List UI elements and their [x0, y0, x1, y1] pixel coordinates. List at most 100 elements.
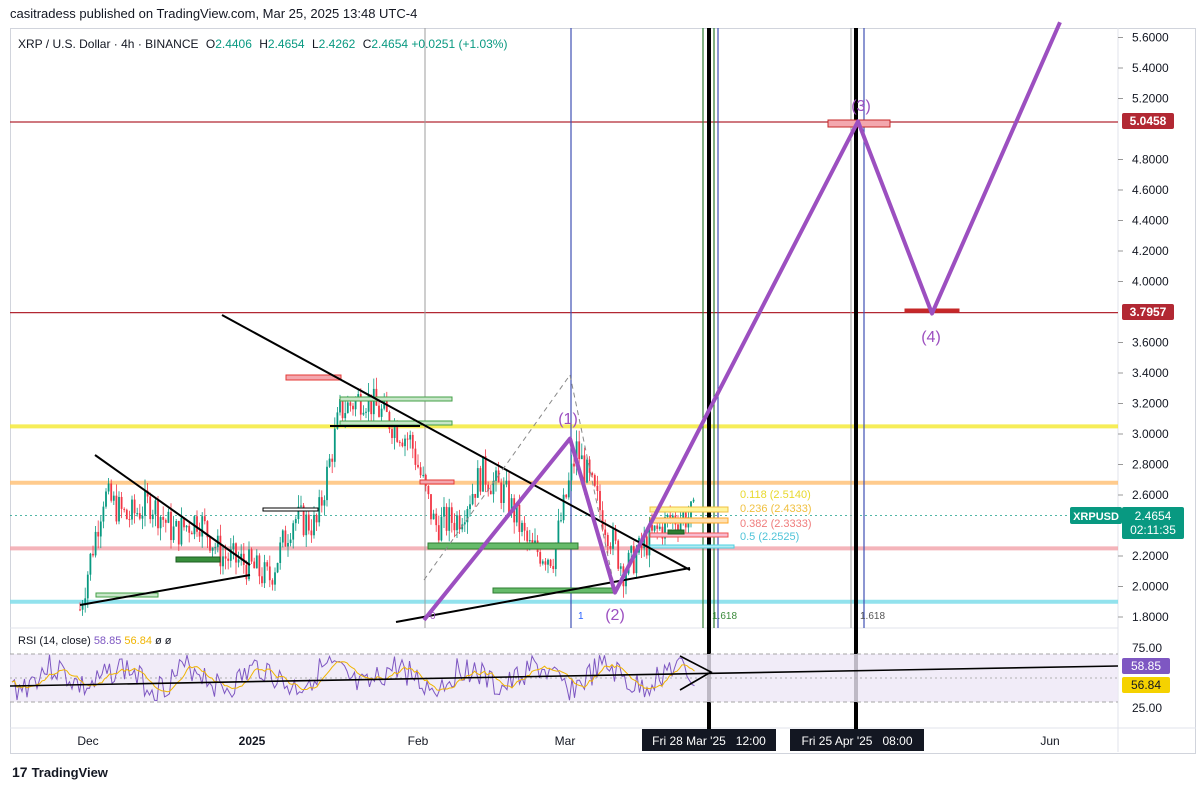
candle-body [448, 507, 451, 531]
candle-body [203, 516, 206, 522]
candle-body [531, 540, 534, 544]
time-marker-2-bg [790, 729, 924, 751]
candle-body [120, 496, 123, 509]
published-header: casitradess published on TradingView.com… [10, 6, 418, 21]
symbol-legend[interactable]: XRP / U.S. Dollar · 4h · BINANCE O2.4406… [18, 37, 507, 51]
candle-body [456, 515, 458, 531]
candle-body [344, 413, 347, 419]
candle-body [487, 484, 490, 491]
candle-body [502, 484, 505, 503]
candle-body [658, 526, 661, 529]
price-axis-label: 1.8000 [1132, 610, 1169, 624]
elliott-wave-projection [422, 21, 1062, 622]
candle-body [211, 547, 214, 551]
candle-body [131, 499, 133, 520]
candle-body [276, 562, 279, 573]
candle-body [591, 472, 594, 476]
legend-low-key: L [311, 37, 319, 51]
candle-body [89, 553, 92, 575]
candle-body [81, 605, 84, 610]
candle-body [365, 411, 367, 413]
price-axis-label: 2.8000 [1132, 458, 1169, 472]
vertical-markers [424, 28, 865, 729]
candle-body [229, 549, 232, 561]
candle-body [346, 402, 349, 414]
candle-body [214, 547, 217, 549]
rsi-legend[interactable]: RSI (14, close) 58.85 56.84 ø ø [18, 635, 172, 647]
price-axis[interactable]: 5.6000 5.4000 5.2000 4.8000 4.6000 4.4000 4.20… [1118, 31, 1169, 625]
rsi-arrow [679, 655, 713, 691]
candle-body [138, 513, 141, 519]
candle-body [430, 494, 432, 520]
candle-body [242, 553, 245, 565]
candle-body [518, 504, 521, 532]
symbol-tag: XRPUSD [1073, 511, 1119, 523]
candle-body [508, 480, 510, 514]
wave-label-1: (1) [558, 411, 578, 428]
price-axis-label: 3.2000 [1132, 397, 1169, 411]
tradingview-footer[interactable]: 17 TradingView [12, 764, 108, 780]
candle-body [323, 500, 326, 506]
candle-body [619, 566, 622, 569]
candle-body [292, 523, 295, 540]
price-axis-label: 2.0000 [1132, 580, 1169, 594]
candle-body [554, 543, 557, 570]
candle-body [534, 540, 536, 544]
candle-body [643, 536, 646, 549]
candle-body [547, 559, 549, 565]
candle-body [404, 438, 406, 447]
candle-body [279, 542, 282, 563]
current-price-badge: 2.4654 [1135, 509, 1172, 523]
zone-box-12 [649, 517, 729, 524]
price-axis-label: 3.6000 [1132, 336, 1169, 350]
time-label-dec: Dec [77, 734, 98, 748]
zone-box-4 [427, 542, 579, 550]
candle-body [427, 485, 430, 495]
candle-body [528, 540, 531, 542]
candle-body [294, 519, 297, 524]
candle-body [232, 543, 235, 550]
rsi-axis-label-25: 25.00 [1132, 701, 1162, 715]
candle-body [107, 483, 110, 492]
time-label-feb: Feb [408, 734, 429, 748]
fib-label-05: 0.5 (2.2525) [740, 531, 799, 543]
candle-body [201, 516, 204, 537]
candle-body [97, 531, 100, 537]
candle-body [362, 412, 365, 415]
candle-body [583, 455, 586, 483]
candle-body [445, 506, 448, 531]
candle-body [258, 555, 261, 577]
candle-body [102, 506, 105, 522]
candle-body [596, 485, 599, 491]
candle-body [630, 546, 633, 553]
candle-body [666, 515, 669, 518]
candle-body [651, 524, 653, 531]
chart-frame [10, 28, 1196, 754]
candle-body [679, 520, 682, 531]
level-badge-upper-bg [1122, 113, 1174, 129]
zone-box-7 [175, 556, 221, 563]
candle-body [297, 506, 300, 520]
fib-label-0118: 0.118 (2.5140) [740, 489, 811, 501]
candle-body [414, 448, 417, 465]
rsi-legend-label: RSI (14, close) [18, 635, 91, 647]
candle-body [437, 525, 440, 541]
candle-body [489, 490, 492, 495]
candle-body [497, 470, 500, 483]
candle-body [391, 429, 393, 438]
candle-body [105, 491, 107, 507]
candle-body [141, 515, 144, 519]
candle-body [495, 470, 497, 481]
candle-body [235, 543, 237, 563]
time-label-jun: Jun [1040, 734, 1059, 748]
candle-body [162, 517, 165, 520]
candle-body [484, 456, 487, 485]
candle-body [474, 494, 477, 498]
time-label-2025: 2025 [239, 734, 266, 748]
candle-body [560, 520, 562, 522]
candle-body [336, 412, 339, 429]
candle-body [664, 517, 666, 539]
candle-body [149, 496, 152, 520]
candle-body [567, 480, 570, 498]
